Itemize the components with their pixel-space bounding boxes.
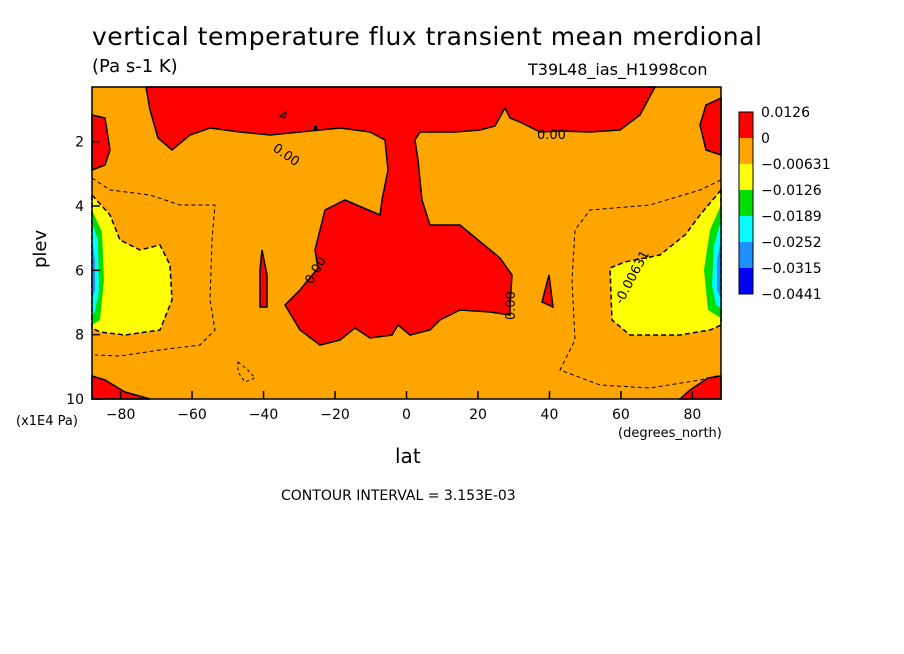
chart-units: (Pa s-1 K) [92, 56, 178, 77]
contour-small-loop [278, 110, 287, 119]
legend-swatch [739, 242, 753, 268]
y-tick-label: 2 [75, 135, 84, 151]
legend-frame [738, 111, 754, 295]
legend-swatch [739, 164, 753, 190]
legend-swatch [739, 138, 753, 164]
legend-label: 0.0126 [761, 105, 810, 121]
y-axis: 2 4 6 8 10 [66, 135, 100, 408]
legend-label: −0.0189 [761, 209, 822, 225]
legend-label: −0.0441 [761, 287, 822, 303]
y-tick-label: 4 [75, 199, 84, 215]
x-tick-label: 40 [541, 407, 559, 423]
region-yellow-right [609, 187, 722, 336]
legend-label: −0.00631 [761, 157, 831, 173]
run-label: T39L48_ias_H1998con [528, 60, 708, 79]
region-blue-right [717, 240, 721, 298]
contour-dashed-small [237, 360, 256, 383]
y-tick-label: 6 [75, 263, 84, 279]
x-tick-label: −20 [320, 407, 350, 423]
contour-dashed-right [559, 179, 722, 389]
x-tick-label: 60 [612, 407, 630, 423]
contour-dashed-left [91, 177, 216, 357]
x-tick-label: 20 [469, 407, 487, 423]
legend-label: −0.0315 [761, 261, 822, 277]
chart-title: vertical temperature flux transient mean… [92, 22, 763, 51]
x-axis-label: lat [395, 444, 421, 468]
region-positive-top [145, 86, 657, 346]
legend-swatch [739, 112, 753, 138]
contour-label-2: 0.00 [537, 128, 566, 143]
x-axis: −80 −60 −40 −20 0 20 40 60 80 [106, 391, 701, 423]
region-positive-sliver-a [259, 249, 268, 308]
x-tick-label: −60 [177, 407, 207, 423]
x-tick-label: −80 [106, 407, 136, 423]
legend-swatch [739, 268, 753, 294]
legend-label: −0.0252 [761, 235, 822, 251]
x-tick-label: 80 [683, 407, 701, 423]
color-legend: 0.0126 0 −0.00631 −0.0126 −0.0189 −0.0252 −0.0… [738, 105, 831, 303]
x-tick-label: 0 [402, 407, 411, 423]
contour-interval: CONTOUR INTERVAL = 3.153E-03 [281, 488, 516, 504]
legend-label: 0 [761, 131, 770, 147]
x-axis-unit: (degrees_north) [618, 426, 722, 441]
region-positive-sliver-b [541, 274, 554, 309]
x-tick-label: −40 [249, 407, 279, 423]
y-tick-label: 10 [66, 392, 84, 408]
contour-dot [314, 126, 317, 130]
y-axis-unit: (x1E4 Pa) [16, 414, 78, 429]
legend-swatch [739, 216, 753, 242]
legend-swatch [739, 190, 753, 216]
region-yellow-left [91, 193, 173, 336]
y-tick-label: 8 [75, 328, 84, 344]
legend-label: −0.0126 [761, 183, 822, 199]
contour-label-4: 0.00 [504, 291, 519, 320]
y-axis-label: plev [30, 229, 51, 268]
